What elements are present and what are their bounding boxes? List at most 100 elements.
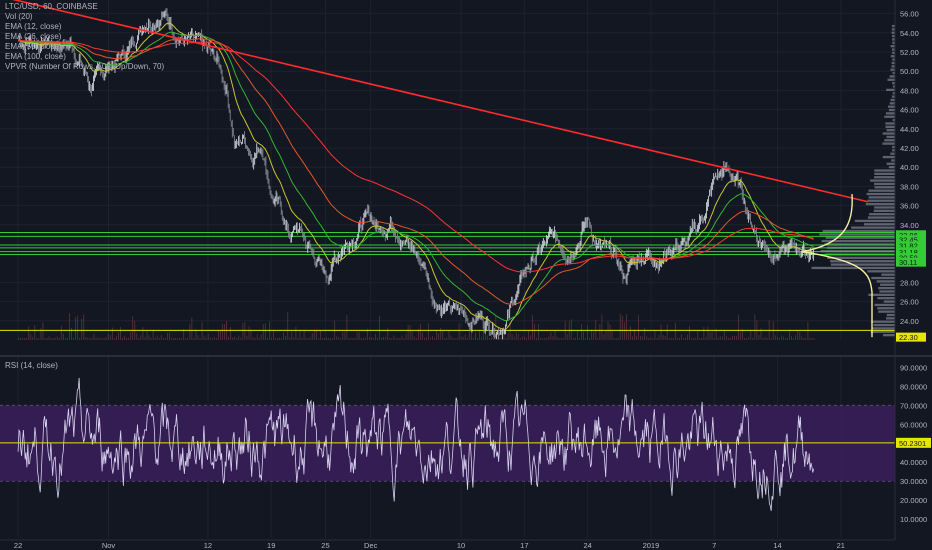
volume-bar [513,336,515,340]
volume-bar [162,337,164,340]
volume-bar [579,337,580,340]
time-tick-label: Nov [102,541,116,550]
volume-bar [409,325,411,340]
rsi-axis-labels[interactable]: 90.0000 80.0000 70.0000 60.0000 50.2301 40.00… [896,363,931,524]
volume-bar [648,337,650,340]
volume-bar [93,333,95,340]
price-tag-bg [896,253,926,263]
volume-profile-bar [878,310,895,313]
volume-bar [395,337,397,340]
volume-bar [44,337,46,340]
volume-bar [540,337,542,340]
indicator-vol[interactable]: Vol (20) [5,12,33,21]
volume-bar [158,337,160,340]
volume-bar [424,337,425,340]
volume-bar [177,337,178,340]
volume-bar [38,338,40,340]
symbol-title[interactable]: LTC/USD, 60, COINBASE [5,2,98,11]
volume-bar [236,338,238,340]
volume-bar [511,333,513,340]
volume-bar [324,337,325,340]
price-axis-labels[interactable]: 56.00 54.00 52.00 50.00 48.00 46.00 44.00 42.00… [896,10,926,343]
price-tick-label: 26.00 [900,298,919,307]
volume-bar [362,337,364,340]
price-tag-bg [896,332,926,342]
volume-bar [197,335,199,340]
volume-bar [719,336,721,340]
volume-bar [809,337,811,340]
volume-bar [730,337,731,340]
volume-bar [87,337,89,340]
volume-bar [599,323,601,340]
volume-bar [477,337,478,340]
indicator-vpvr[interactable]: VPVR (Number Of Rows, 100, Up/Down, 70) [5,62,165,71]
volume-bar [75,317,76,340]
rsi-line [0,377,895,511]
volume-bar [209,337,211,340]
volume-bar [130,332,132,340]
volume-bar [136,333,138,340]
volume-bar [572,337,574,340]
volume-bar [419,323,421,340]
volume-bar [303,330,305,340]
volume-bar [48,336,50,340]
volume-bar [97,337,99,340]
indicator-ema12[interactable]: EMA (12, close) [5,22,62,31]
volume-profile-bar [867,199,895,202]
volume-bar [173,337,174,340]
volume-bar [352,337,354,340]
volume-bar [389,337,391,340]
volume-bar [634,330,635,340]
volume-bar [142,327,144,340]
volume-bar [183,329,185,340]
volume-bar [462,336,464,340]
time-axis-labels[interactable]: 22 Nov 12 19 25 Dec 10 17 24 2019 7 14 21 [14,541,845,550]
volume-bar [330,337,331,340]
volume-bar [379,315,380,340]
volume-profile-bar [874,182,895,186]
volume-bar [638,315,640,340]
volume-profile-bar [890,45,895,48]
volume-profile-bar [888,108,895,112]
ema-line [18,31,814,322]
volume-bar [317,337,319,340]
volume-profile-bar [867,216,895,219]
volume-bar [175,337,176,340]
volume-profile-bar [884,115,895,118]
indicator-ema26[interactable]: EMA (26, close) [5,32,62,41]
volume-bar [109,335,111,340]
volume-bar [205,337,207,340]
volume-bar [385,337,387,340]
volume-bar [77,315,79,340]
volume-bar [428,323,429,340]
volume-bar [58,337,60,340]
time-tick-label: 7 [712,541,716,550]
volume-bar [277,337,278,340]
trendline[interactable] [0,0,869,203]
volume-bar [742,328,744,340]
volume-bar [672,337,674,340]
horizontal-levels[interactable] [0,231,895,331]
price-tag-label: 22.30 [899,333,918,342]
volume-bar [813,337,815,340]
volume-bar [479,330,480,340]
volume-bar [319,331,321,340]
volume-bar [752,337,754,340]
time-tick-label: 24 [583,541,591,550]
indicator-ema50[interactable]: EMA (50, close) [5,42,62,51]
indicator-ema100[interactable]: EMA (100, close) [5,52,66,61]
rsi-tick-label: 60.0000 [900,420,927,429]
volume-bar [283,332,285,340]
rsi-title[interactable]: RSI (14, close) [5,361,58,370]
volume-bar [466,337,468,340]
volume-profile-bar [892,71,895,75]
volume-bar [42,322,44,340]
volume-bar [570,319,572,340]
volume-bar [658,335,660,340]
volume-bar [670,337,672,340]
volume-bar [18,337,19,340]
volume-bar [685,337,686,340]
bell-curve-drawing[interactable] [801,194,873,338]
